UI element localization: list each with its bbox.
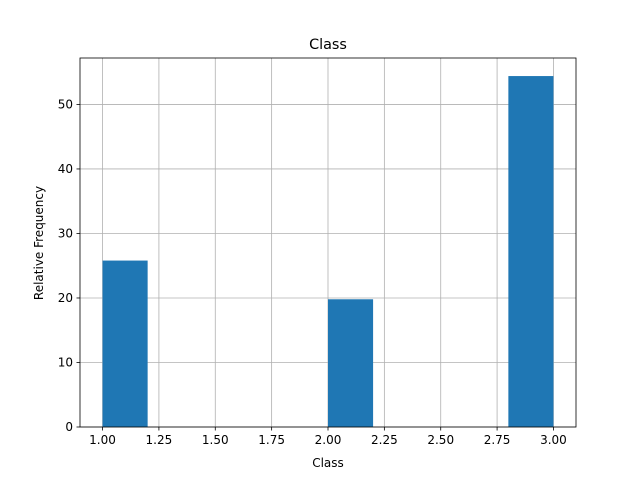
histogram-bar [508,76,554,428]
y-axis-label: Relative Frequency [32,186,46,300]
x-tick-label: 1.75 [258,433,285,447]
y-tick-label: 0 [65,420,73,434]
x-tick-label: 2.75 [484,433,511,447]
x-axis-ticks: 1.00 1.25 1.50 1.75 2.00 2.25 2.50 2.75 3.00 [89,427,567,447]
chart-title: Class [309,37,347,53]
x-tick-label: 3.00 [540,433,567,447]
y-tick-label: 30 [58,226,73,240]
y-tick-label: 50 [58,97,73,111]
y-tick-label: 20 [58,291,73,305]
y-axis-ticks: 0 10 20 30 40 50 [58,97,80,434]
x-axis-label: Class [312,456,344,470]
histogram-bar [328,299,374,427]
x-tick-label: 1.25 [146,433,173,447]
x-tick-label: 2.50 [427,433,454,447]
histogram-bar [102,260,148,427]
y-tick-label: 40 [58,162,73,176]
y-tick-label: 10 [58,355,73,369]
x-tick-label: 1.00 [89,433,116,447]
x-tick-label: 2.00 [315,433,342,447]
x-tick-label: 2.25 [371,433,398,447]
x-tick-label: 1.50 [202,433,229,447]
bars-group [102,76,554,428]
